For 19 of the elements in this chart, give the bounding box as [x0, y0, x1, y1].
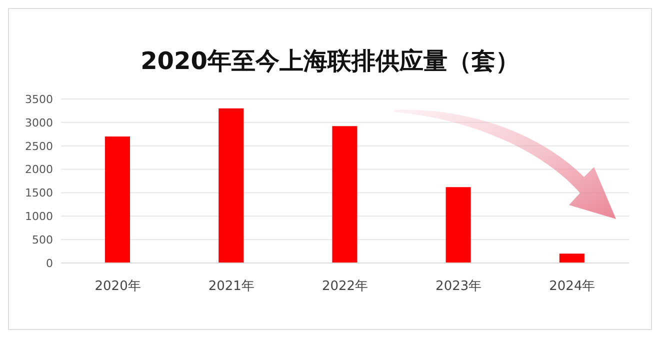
y-tick-label: 1000 [25, 210, 53, 224]
y-tick-label: 2000 [25, 163, 53, 176]
y-tick-label: 3000 [25, 116, 53, 130]
y-tick-label: 2500 [25, 140, 53, 153]
y-tick-label: 1500 [25, 186, 53, 200]
bar [446, 187, 471, 263]
x-tick-label: 2024年 [549, 279, 596, 294]
x-tick-label: 2020年 [94, 279, 141, 294]
y-tick-label: 500 [32, 233, 53, 246]
y-tick-label: 3500 [25, 92, 53, 106]
bar [105, 136, 130, 263]
x-tick-label: 2022年 [322, 279, 368, 294]
x-tick-label: 2023年 [436, 279, 482, 294]
bar [332, 126, 358, 263]
bar [559, 254, 584, 263]
y-tick-label: 0 [46, 256, 53, 270]
bar [218, 108, 244, 263]
chart-title: 2020年至今上海联排供应量（套） [140, 46, 520, 75]
x-tick-label: 2021年 [208, 279, 254, 294]
